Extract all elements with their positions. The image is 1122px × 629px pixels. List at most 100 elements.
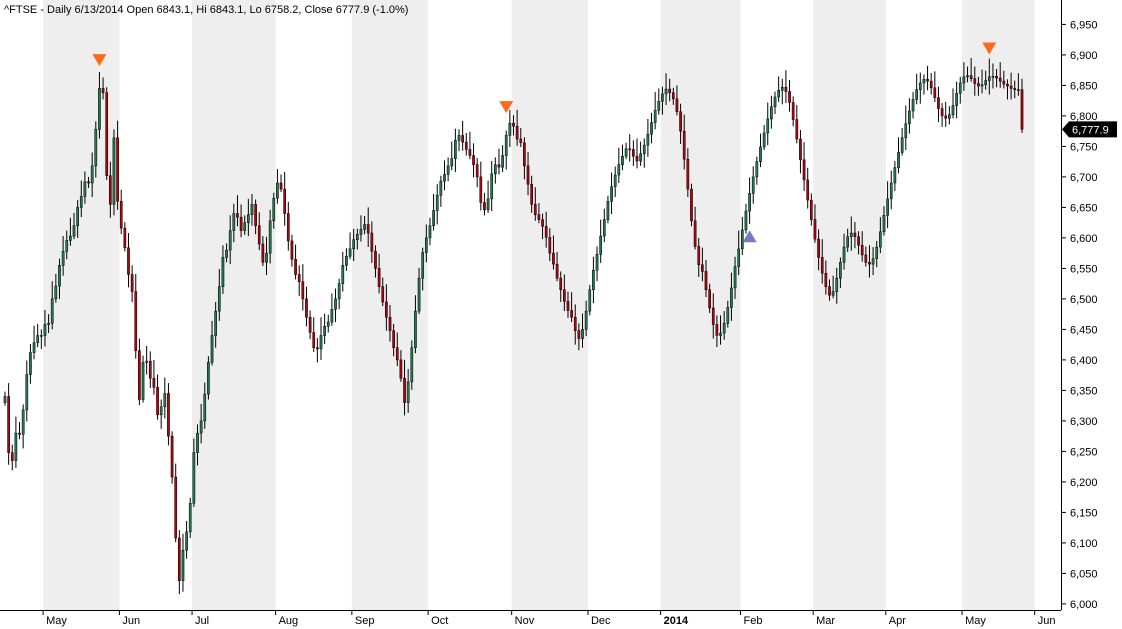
candle-body [581,329,584,339]
y-tick-label: 6,650 [1070,202,1098,214]
candle-body [152,377,156,388]
candle-body [719,332,722,336]
y-tick-label: 6,500 [1070,294,1098,306]
candle-body [130,274,134,292]
candle-body [39,335,43,337]
candle-body [381,286,385,303]
candle-body [849,232,853,237]
candle-body [72,225,76,237]
candle-body [108,175,112,205]
y-tick-label: 6,850 [1070,80,1098,92]
candle-body [319,335,323,350]
candle-body [915,89,919,100]
candle-body [417,277,421,312]
candle-body [294,259,297,275]
month-band [660,0,741,610]
candle-body [61,251,65,266]
candle-body [127,247,130,275]
candle-body [824,273,828,287]
candle-body [526,165,530,185]
x-tick-label: Dec [591,615,611,627]
candle-body [326,321,330,327]
candle-body [595,254,599,271]
candle-body [54,285,58,300]
candle-body [69,235,72,241]
candle-body [65,240,69,252]
candle-body [973,78,977,84]
candle-body [918,82,922,90]
y-tick-label: 6,200 [1070,477,1098,489]
candle-body [726,307,730,324]
candle-body [486,198,490,211]
candle-body [450,158,454,167]
candle-body [555,263,559,279]
candle-body [962,76,966,84]
candle-body [352,239,356,250]
candle-body [657,101,661,111]
last-price-tag-label: 6,777.9 [1072,124,1109,136]
candle-body [842,246,846,263]
candle-body [544,226,548,238]
y-tick-label: 6,050 [1070,568,1098,580]
x-tick-label: 2014 [664,615,689,627]
candle-body [138,350,141,400]
y-tick-label: 6,350 [1070,385,1098,397]
candle-body [261,243,265,263]
sell-signal-marker [499,101,514,114]
candle-body [653,110,657,123]
month-band [43,0,120,610]
candle-body [250,204,254,215]
candle-body [257,225,261,245]
candle-body [584,310,588,330]
candle-body [178,537,181,581]
x-tick-label: May [965,615,986,627]
candle-body [722,323,726,334]
candle-body [316,347,319,350]
candle-body [185,531,188,551]
candle-body [770,106,773,120]
candle-body [701,264,704,272]
candle-body [563,289,566,302]
candle-body [18,432,21,435]
candle-body [606,201,610,220]
candle-body [530,183,534,205]
candle-body [199,420,203,434]
sell-signal-marker [982,42,997,55]
x-tick-label: Mar [816,615,835,627]
candle-body [799,138,802,161]
candle-body [548,237,552,254]
candle-body [475,164,479,178]
candle-body [79,196,83,208]
candle-body [374,251,377,269]
candle-body [377,268,381,287]
candle-body [926,79,929,82]
candle-body [868,262,871,265]
candle-body [646,133,650,146]
candle-body [519,138,523,143]
candle-body [283,188,287,214]
candle-body [755,161,759,178]
candle-body [348,248,352,257]
candle-body [748,193,751,212]
candle-body [493,164,497,175]
candle-body [871,258,875,265]
candles [3,57,1024,595]
candle-body [762,132,766,148]
candle-body [773,96,777,107]
candle-body [424,237,428,253]
x-tick-label: Jun [122,615,140,627]
candle-body [515,126,519,140]
candle-body [3,396,7,403]
candle-body [766,118,770,134]
candle-body [286,213,290,242]
candle-body [239,216,243,231]
y-tick-label: 6,100 [1070,538,1098,550]
y-tick-label: 6,950 [1070,19,1098,31]
candle-body [399,359,403,379]
candle-body [733,266,737,289]
candle-body [58,265,61,287]
candle-body [414,310,417,348]
candle-body [207,362,210,395]
x-tick-label: May [46,615,67,627]
candle-body [457,135,461,141]
